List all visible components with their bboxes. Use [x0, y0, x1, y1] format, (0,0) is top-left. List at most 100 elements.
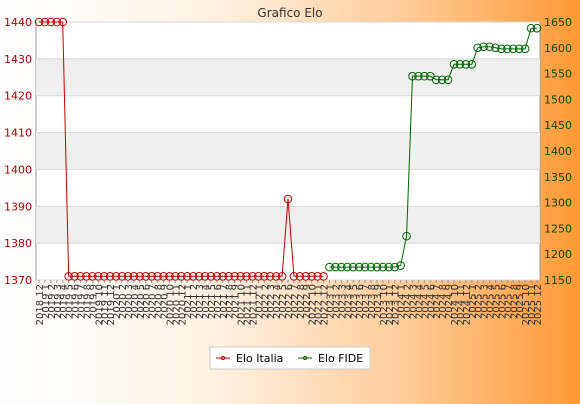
x-tick-label: 2021 4	[201, 284, 212, 319]
x-tick-label: 2019 1	[41, 284, 52, 319]
x-tick-label: 2021 8	[225, 284, 236, 319]
x-tick-label: 2025 6	[497, 284, 508, 319]
legend: Elo Italia Elo FIDE	[209, 346, 371, 370]
x-tick-label: 2020 4	[130, 284, 141, 319]
x-tick-label: 2023 2	[331, 284, 342, 319]
x-tick-label: 2019 7	[77, 284, 88, 319]
y-left-tick-label: 1430	[4, 53, 32, 66]
x-tick-label: 2025 3	[480, 284, 491, 319]
x-tick-label: 2024 10	[450, 284, 461, 325]
data-point-elo-italia	[289, 272, 299, 281]
x-tick-label: 2021 7	[219, 284, 230, 319]
x-tick-label: 2019 9	[88, 284, 99, 319]
x-tick-label: 2018 12	[35, 284, 46, 325]
data-point-elo-fide	[402, 231, 411, 241]
x-tick-label: 2023 8	[367, 284, 378, 319]
data-point-elo-italia	[117, 272, 127, 281]
x-tick-label: 2021 5	[207, 284, 218, 319]
data-point-elo-italia	[165, 272, 174, 281]
data-point-elo-italia	[230, 272, 239, 281]
data-point-elo-italia	[111, 272, 121, 281]
legend-label-elo-italia: Elo Italia	[236, 352, 283, 365]
data-point-elo-fide	[473, 43, 483, 53]
y-right-tick-label: 1500	[544, 93, 572, 106]
y-right-tick-label: 1450	[544, 119, 572, 132]
x-tick-label: 2022 8	[296, 284, 307, 319]
data-point-elo-fide	[437, 75, 447, 85]
x-tick-label: 2022 12	[320, 284, 331, 325]
x-tick-label: 2024 8	[438, 284, 449, 319]
x-tick-label: 2022 6	[284, 284, 295, 319]
data-point-elo-fide	[337, 262, 346, 272]
data-point-elo-fide	[514, 44, 524, 54]
data-point-elo-italia	[224, 272, 234, 281]
data-point-elo-italia	[153, 272, 162, 281]
data-point-elo-fide	[396, 261, 405, 270]
x-tick-label: 2020 8	[154, 284, 165, 319]
data-point-elo-fide	[431, 75, 441, 85]
data-point-elo-italia	[307, 272, 317, 281]
data-point-elo-italia	[135, 272, 145, 281]
grid-band	[36, 132, 540, 170]
x-tick-label: 2025 1	[468, 284, 479, 319]
y-left-tick-label: 1390	[4, 200, 32, 213]
x-tick-label: 2025 7	[503, 284, 514, 319]
x-tick-label: 2025 8	[509, 284, 520, 319]
data-point-elo-italia	[88, 272, 97, 281]
y-left-tick-label: 1440	[4, 16, 32, 29]
data-point-elo-italia	[313, 272, 322, 281]
x-tick-label: 2024 4	[414, 284, 425, 319]
grid-band	[36, 206, 540, 244]
legend-marker-elo-italia	[220, 355, 226, 361]
data-point-elo-italia	[188, 272, 198, 281]
x-tick-label: 2024 12	[462, 284, 473, 325]
data-point-elo-fide	[455, 60, 465, 69]
data-point-elo-italia	[159, 272, 168, 281]
x-tick-label: 2020 3	[124, 284, 135, 319]
x-tick-label: 2020 2	[118, 284, 129, 319]
x-tick-label: 2019 11	[100, 284, 111, 325]
x-tick-label: 2023 1	[326, 284, 337, 319]
legend-marker-elo-fide	[302, 355, 308, 361]
data-point-elo-italia	[271, 272, 281, 281]
x-tick-label: 2023 10	[379, 284, 390, 325]
legend-label-elo-fide: Elo FIDE	[318, 352, 363, 365]
data-point-elo-fide	[366, 262, 376, 272]
data-point-elo-fide	[526, 23, 536, 33]
data-point-elo-italia	[70, 272, 79, 281]
x-tick-label: 2019 3	[53, 284, 64, 319]
y-right-tick-label: 1650	[544, 16, 572, 29]
x-tick-label: 2025 10	[521, 284, 532, 325]
x-tick-label: 2021 11	[243, 284, 254, 325]
data-point-elo-fide	[491, 43, 500, 53]
data-point-elo-italia	[147, 272, 156, 281]
x-tick-label: 2024 1	[397, 284, 408, 319]
data-point-elo-italia	[194, 272, 204, 281]
x-tick-label: 2024 2	[403, 284, 414, 319]
x-tick-label: 2022 2	[260, 284, 271, 319]
x-tick-label: 2021 12	[248, 284, 259, 325]
x-tick-label: 2022 7	[290, 284, 301, 319]
x-tick-label: 2025 9	[515, 284, 526, 319]
data-point-elo-italia	[105, 272, 115, 281]
data-point-elo-italia	[295, 272, 305, 281]
data-point-elo-fide	[348, 262, 358, 272]
x-tick-label: 2021 6	[213, 284, 224, 319]
y-left-tick-label: 1370	[4, 274, 32, 287]
x-tick-label: 2019 5	[65, 284, 76, 319]
x-tick-label: 2024 11	[456, 284, 467, 325]
x-tick-label: 2021 2	[189, 284, 200, 319]
data-point-elo-italia	[64, 272, 73, 281]
data-point-elo-fide	[508, 44, 518, 54]
data-point-elo-fide	[360, 262, 370, 272]
x-tick-label: 2024 6	[426, 284, 437, 319]
data-point-elo-italia	[236, 272, 245, 281]
data-point-elo-fide	[503, 44, 512, 54]
x-tick-label: 2022 10	[308, 284, 319, 325]
y-right-tick-label: 1600	[544, 42, 572, 55]
x-tick-label: 2022 5	[278, 284, 289, 319]
x-tick-label: 2019 6	[71, 284, 82, 319]
y-right-tick-label: 1300	[544, 197, 572, 210]
x-tick-label: 2020 5	[136, 284, 147, 319]
